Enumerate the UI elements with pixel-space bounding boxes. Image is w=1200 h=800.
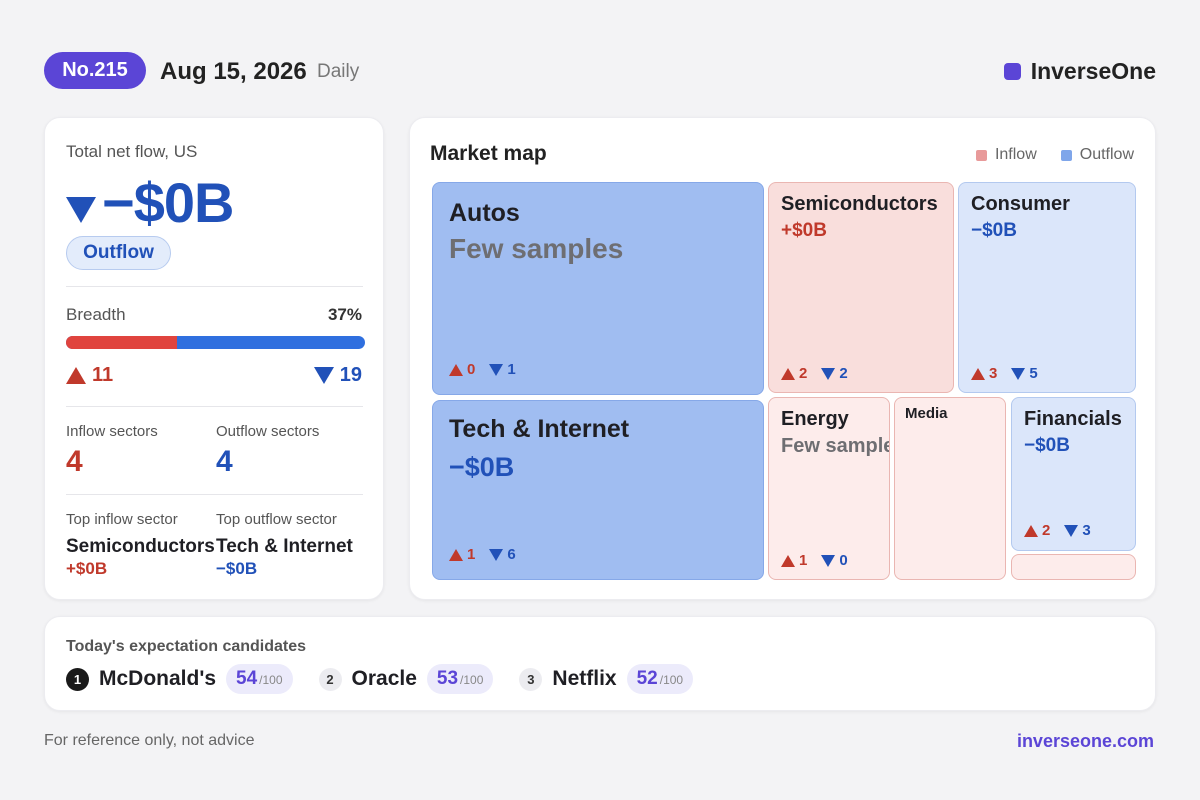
up-arrow-icon [781, 554, 795, 567]
down-arrow-icon [1011, 367, 1026, 380]
website-link[interactable]: inverseone.com [1016, 731, 1154, 751]
disclaimer: For reference only, not advice [44, 732, 255, 749]
inflow-swatch [975, 149, 987, 161]
tile-counts: 1 6 [449, 546, 516, 563]
candidate-name: McDonald's [99, 667, 217, 690]
candidate-score: 53 /100 [426, 664, 494, 694]
tile-name: Autos [449, 199, 520, 227]
candidate-name: Netflix [552, 667, 617, 690]
top-outflow-label: Top outflow sector [216, 511, 337, 528]
tile-tech-internet[interactable]: Tech & Internet −$0B 1 6 [432, 400, 764, 580]
tile-energy[interactable]: Energy Few samples 1 0 [768, 397, 890, 580]
market-map-card: Market map Inflow Outflow Autos Few samp… [409, 117, 1156, 600]
legend-outflow: Outflow [1079, 146, 1134, 163]
tile-media[interactable]: Media [894, 397, 1006, 580]
inflow-sectors-count: 4 [66, 445, 83, 478]
tile-autos[interactable]: Autos Few samples 0 1 [432, 182, 764, 395]
direction-badge: Outflow [66, 236, 171, 270]
breadth-bar-fill [66, 336, 177, 349]
divider [66, 406, 363, 407]
outflow-sectors-label: Outflow sectors [216, 423, 320, 440]
candidates-list: 1 McDonald's 54 /100 2 Oracle 53 /100 3 … [66, 664, 719, 694]
inflow-sectors-label: Inflow sectors [66, 423, 158, 440]
up-arrow-icon [66, 367, 86, 384]
tile-counts: 2 3 [1024, 522, 1091, 539]
up-arrow-icon [1024, 524, 1038, 537]
tile-name: Semiconductors [781, 193, 938, 215]
issue-badge: No.215 [44, 52, 146, 89]
tile-value: −$0B [971, 220, 1017, 241]
rank-badge: 2 [318, 667, 342, 691]
candidate-item[interactable]: 1 McDonald's 54 /100 [66, 664, 293, 694]
rank-badge: 1 [66, 667, 89, 691]
candidate-item[interactable]: 2 Oracle 53 /100 [318, 664, 494, 694]
tile-name: Energy [781, 408, 849, 430]
outflow-swatch [1060, 149, 1072, 161]
rank-badge: 3 [519, 667, 543, 691]
market-map-title: Market map [430, 142, 547, 165]
down-arrow-icon [66, 196, 96, 223]
tile-name: Financials [1024, 408, 1122, 430]
tile-financials[interactable]: Financials −$0B 2 3 [1011, 397, 1136, 551]
tile-semiconductors[interactable]: Semiconductors +$0B 2 2 [768, 182, 954, 393]
tile-unlabeled[interactable] [1011, 554, 1136, 580]
outflow-sectors-count: 4 [216, 445, 233, 478]
brand: InverseOne [1003, 58, 1156, 85]
up-arrow-icon [449, 363, 463, 376]
top-outflow-value: −$0B [216, 559, 258, 578]
summary-card: Total net flow, US −$0B Outflow Breadth … [44, 117, 384, 600]
tile-name: Tech & Internet [449, 415, 630, 443]
breadth-bar [66, 336, 365, 349]
legend: Inflow Outflow [975, 146, 1134, 164]
breadth-label: Breadth [66, 305, 126, 324]
divider [66, 494, 363, 495]
report-date: Aug 15, 2026 [160, 58, 307, 85]
tile-counts: 0 1 [449, 361, 516, 378]
header: No.215 Aug 15, 2026 Daily InverseOne [44, 52, 1156, 90]
down-arrow-icon [489, 548, 504, 561]
net-flow: −$0B [66, 170, 234, 235]
candidates-title: Today's expectation candidates [66, 638, 307, 655]
tile-value: Few samples [449, 233, 624, 264]
tile-value: −$0B [1024, 435, 1070, 456]
tile-counts: 1 0 [781, 552, 848, 569]
decliners: 19 [313, 364, 362, 387]
down-arrow-icon [1064, 524, 1079, 537]
breadth-percent: 37% [327, 305, 362, 324]
net-flow-value: −$0B [102, 171, 234, 234]
report-frequency: Daily [317, 61, 360, 82]
brand-logo-icon [1003, 63, 1021, 80]
candidates-card: Today's expectation candidates 1 McDonal… [44, 616, 1156, 711]
down-arrow-icon [821, 554, 836, 567]
tile-consumer[interactable]: Consumer −$0B 3 5 [958, 182, 1136, 393]
tile-name: Consumer [971, 193, 1070, 215]
up-arrow-icon [971, 367, 985, 380]
candidate-score: 54 /100 [226, 664, 293, 694]
tile-counts: 3 5 [971, 365, 1038, 382]
top-inflow-sector: Semiconductors [66, 536, 215, 557]
down-arrow-icon [313, 367, 334, 384]
net-flow-label: Total net flow, US [66, 142, 198, 161]
candidate-name: Oracle [351, 667, 417, 690]
top-inflow-value: +$0B [66, 559, 108, 578]
advancers-count: 11 [92, 364, 114, 386]
candidate-score: 52 /100 [626, 664, 694, 694]
brand-name: InverseOne [1030, 58, 1156, 84]
top-inflow-label: Top inflow sector [66, 511, 178, 528]
candidate-item[interactable]: 3 Netflix 52 /100 [519, 664, 694, 694]
legend-inflow: Inflow [994, 146, 1037, 163]
divider [66, 286, 363, 287]
tile-value: −$0B [449, 452, 515, 482]
up-arrow-icon [781, 367, 795, 380]
down-arrow-icon [821, 367, 836, 380]
top-outflow-sector: Tech & Internet [216, 536, 353, 557]
advancers: 11 [66, 364, 113, 387]
tile-counts: 2 2 [781, 365, 848, 382]
decliners-count: 19 [339, 364, 362, 386]
tile-value: Few samples [781, 435, 889, 457]
down-arrow-icon [489, 363, 504, 376]
tile-name: Media [905, 405, 948, 422]
up-arrow-icon [449, 548, 463, 561]
tile-value: +$0B [781, 220, 827, 241]
